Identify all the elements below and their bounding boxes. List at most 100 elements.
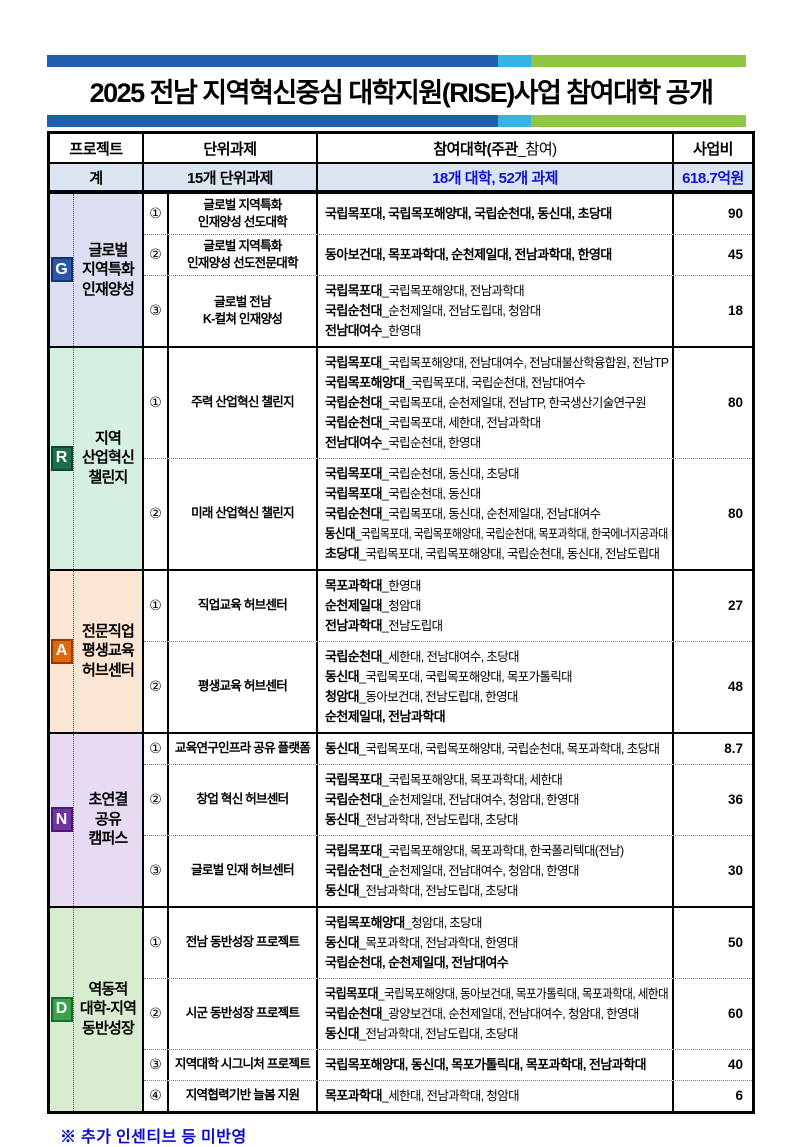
university-line: 국립순천대_순천제일대, 전남도립대, 청암대 — [325, 301, 668, 321]
section-label: 전문직업 평생교육 허브센터 — [74, 570, 144, 732]
university-line: 청암대_동아보건대, 전남도립대, 한영대 — [325, 687, 668, 707]
project-section-d: D 역동적 대학-지역 동반성장 ① 전남 동반성장 프로젝트 국립목포해양대_청암대,… — [50, 907, 752, 1111]
task-name: 시군 동반성장 프로젝트 — [169, 978, 318, 1049]
budget-value: 80 — [727, 395, 743, 410]
task-name: 글로벌 인재 허브센터 — [169, 835, 318, 906]
host-university: 국립목포대 — [325, 842, 382, 858]
summary-task-count: 15개 단위과제 — [144, 164, 318, 190]
row-number: ① — [144, 907, 169, 978]
section-label: 역동적 대학-지역 동반성장 — [74, 907, 144, 1111]
section-rows: ① 주력 산업혁신 챌린지 국립목포대_국립목포해양대, 전남대여수, 전남대불산학… — [144, 347, 752, 569]
host-university: 동아보건대, 목포과학대, 순천제일대, 전남과학대, 한영대 — [325, 246, 612, 262]
budget-value: 45 — [727, 247, 743, 263]
participant-universities: _국립목포해양대, 동아보건대, 목포가톨릭대, 목포과학대, 세한대 — [378, 986, 669, 1001]
university-line: 목포과학대_세한대, 전남과학대, 청암대 — [325, 1086, 668, 1106]
host-university: 국립목포해양대 — [325, 914, 405, 930]
task-name: 직업교육 허브센터 — [169, 570, 318, 641]
budget-value: 48 — [727, 679, 743, 694]
university-list: 국립목포해양대, 동신대, 목포가톨릭대, 목포과학대, 전남과학대 — [318, 1049, 674, 1080]
task-name-text: 글로벌 지역특화 인재양성 선도대학 — [197, 198, 288, 229]
university-line: 국립순천대, 순천제일대, 전남대여수 — [325, 953, 668, 973]
task-name: 창업 혁신 허브센터 — [169, 764, 318, 835]
section-letter-badge-r: R — [50, 445, 73, 471]
university-line: 전남대여수_국립순천대, 한영대 — [325, 433, 668, 453]
task-row: ③ 글로벌 인재 허브센터 국립목포대_국립목포해양대, 목포과학대, 한국폴리텍대… — [144, 834, 752, 906]
task-name-text: 창업 혁신 허브센터 — [196, 792, 290, 807]
task-name: 지역대학 시그니처 프로젝트 — [169, 1049, 318, 1080]
university-line: 동신대_국립목포대, 국립목포해양대, 국립순천대, 목포과학대, 한국에너지공… — [325, 524, 668, 544]
participant-universities: _한영대 — [381, 578, 421, 593]
task-name-text: 글로벌 인재 허브센터 — [191, 863, 294, 878]
host-university: 국립목포대, 국립목포해양대, 국립순천대, 동신대, 초당대 — [325, 205, 612, 221]
budget-value: 8.7 — [724, 741, 743, 756]
task-name: 미래 산업혁신 챌린지 — [169, 458, 318, 569]
participant-universities: _국립목포해양대, 전남대여수, 전남대불산학융합원, 전남TP — [381, 355, 669, 370]
university-line: 국립목포대_국립목포해양대, 전남대여수, 전남대불산학융합원, 전남TP — [325, 353, 669, 373]
summary-budget-total: 618.7억원 — [682, 169, 744, 187]
participant-universities: _목포과학대, 전남과학대, 한영대 — [359, 935, 518, 950]
task-row: ② 창업 혁신 허브센터 국립목포대_국립목포해양대, 목포과학대, 세한대 국립순천… — [144, 763, 752, 835]
participant-universities: _청암대, 초당대 — [404, 915, 483, 930]
section-badge-column: R — [50, 347, 74, 569]
task-row: ① 직업교육 허브센터 목포과학대_한영대 순천제일대_청암대 전남과학대_전남도립대 2… — [144, 570, 752, 641]
budget-value: 6 — [735, 1088, 743, 1103]
participant-universities: _국립목포대, 동신대, 순천제일대, 전남대여수 — [381, 506, 601, 521]
budget-value: 27 — [727, 598, 743, 613]
stripe-cyan-segment — [497, 55, 531, 67]
participant-universities: _국립목포대, 국립목포해양대, 목포가톨릭대 — [359, 669, 572, 684]
participant-universities: _전남도립대 — [381, 618, 443, 633]
university-line: 동신대_전남과학대, 전남도립대, 초당대 — [325, 1024, 668, 1044]
host-university: 국립목포대 — [325, 485, 382, 501]
university-line: 국립순천대_세한대, 전남대여수, 초당대 — [325, 647, 668, 667]
table-summary-row: 계 15개 단위과제 18개 대학, 52개 과제 618.7억원 — [50, 164, 752, 194]
host-university: 국립순천대 — [325, 862, 382, 878]
host-university: 국립순천대 — [325, 791, 382, 807]
host-university: 국립목포해양대, 동신대, 목포가톨릭대, 목포과학대, 전남과학대 — [325, 1056, 646, 1072]
project-section-r: R 지역 산업혁신 챌린지 ① 주력 산업혁신 챌린지 국립목포대_국립목포해양대, 전… — [50, 347, 752, 571]
task-row: ③ 글로벌 전남 K-컬쳐 인재양성 국립목포대_국립목포해양대, 전남과학대 국립순… — [144, 274, 752, 346]
university-list: 국립목포대_국립목포해양대, 전남대여수, 전남대불산학융합원, 전남TP 국립목… — [318, 347, 674, 458]
section-rows: ① 교육연구인프라 공유 플랫폼 동신대_국립목포대, 국립목포해양대, 국립순천대… — [144, 733, 752, 906]
host-university: 국립순천대 — [325, 414, 382, 430]
budget-value: 90 — [727, 206, 743, 222]
university-list: 국립순천대_세한대, 전남대여수, 초당대 동신대_국립목포대, 국립목포해양대,… — [318, 641, 674, 732]
project-section-n: N 초연결 공유 캠퍼스 ① 교육연구인프라 공유 플랫폼 동신대_국립목포대, 국립목… — [50, 733, 752, 908]
university-list: 동신대_국립목포대, 국립목포해양대, 국립순천대, 목포과학대, 초당대 — [318, 733, 674, 764]
task-name-text: 직업교육 허브센터 — [197, 598, 288, 613]
host-university: 국립목포대 — [325, 282, 382, 298]
participant-universities: _국립목포대, 국립순천대, 전남대여수 — [404, 375, 586, 390]
task-row: ② 시군 동반성장 프로젝트 국립목포대_국립목포해양대, 동아보건대, 목포가톨릭… — [144, 977, 752, 1049]
university-line: 국립순천대_국립목포대, 세한대, 전남과학대 — [325, 413, 668, 433]
university-line: 전남과학대_전남도립대 — [325, 616, 668, 636]
section-letter-badge-g: G — [50, 257, 73, 283]
participant-universities: _국립목포대, 국립목포해양대, 국립순천대, 동신대, 전남도립대 — [359, 546, 660, 561]
university-line: 국립목포해양대, 동신대, 목포가톨릭대, 목포과학대, 전남과학대 — [325, 1055, 668, 1075]
host-university: 국립순천대, 순천제일대, 전남대여수 — [325, 954, 509, 970]
title-bottom-stripe — [47, 115, 746, 127]
task-name-text: 교육연구인프라 공유 플랫폼 — [174, 741, 311, 756]
project-section-a: A 전문직업 평생교육 허브센터 ① 직업교육 허브센터 목포과학대_한영대 순천제일대_… — [50, 570, 752, 734]
task-row: ① 주력 산업혁신 챌린지 국립목포대_국립목포해양대, 전남대여수, 전남대불산학… — [144, 347, 752, 458]
task-row: ③ 지역대학 시그니처 프로젝트 국립목포해양대, 동신대, 목포가톨릭대, 목포과… — [144, 1048, 752, 1080]
university-line: 초당대_국립목포대, 국립목포해양대, 국립순천대, 동신대, 전남도립대 — [325, 544, 668, 564]
university-line: 동신대_목포과학대, 전남과학대, 한영대 — [325, 933, 668, 953]
university-line: 국립목포대_국립목포해양대, 목포과학대, 한국폴리텍대(전남) — [325, 841, 668, 861]
university-line: 국립목포대, 국립목포해양대, 국립순천대, 동신대, 초당대 — [325, 204, 668, 224]
host-university: 동신대 — [325, 668, 360, 684]
university-list: 국립목포대_국립순천대, 동신대, 초당대 국립목포대_국립순천대, 동신대 국립순… — [318, 458, 674, 569]
participant-universities: _국립목포대, 순천제일대, 전남TP, 한국생산기술연구원 — [381, 395, 647, 410]
host-university: 순천제일대, 전남과학대 — [325, 708, 446, 724]
task-row: ① 전남 동반성장 프로젝트 국립목포해양대_청암대, 초당대 동신대_목포과학대, … — [144, 907, 752, 978]
participant-universities: _전남과학대, 전남도립대, 초당대 — [359, 812, 518, 827]
university-line: 동신대_국립목포대, 국립목포해양대, 목포가톨릭대 — [325, 667, 668, 687]
budget-value: 36 — [727, 792, 743, 807]
university-list: 국립목포대_국립목포해양대, 전남과학대 국립순천대_순천제일대, 전남도립대, … — [318, 275, 674, 346]
host-university: 동신대 — [325, 1025, 360, 1041]
stripe-green-segment — [530, 55, 746, 67]
row-number: ① — [144, 733, 169, 764]
participant-universities: _청암대 — [381, 598, 421, 613]
university-list: 동아보건대, 목포과학대, 순천제일대, 전남과학대, 한영대 — [318, 234, 674, 275]
section-badge-column: G — [50, 194, 74, 346]
section-rows: ① 글로벌 지역특화 인재양성 선도대학 국립목포대, 국립목포해양대, 국립순천대… — [144, 194, 752, 346]
university-list: 목포과학대_세한대, 전남과학대, 청암대 — [318, 1080, 674, 1111]
